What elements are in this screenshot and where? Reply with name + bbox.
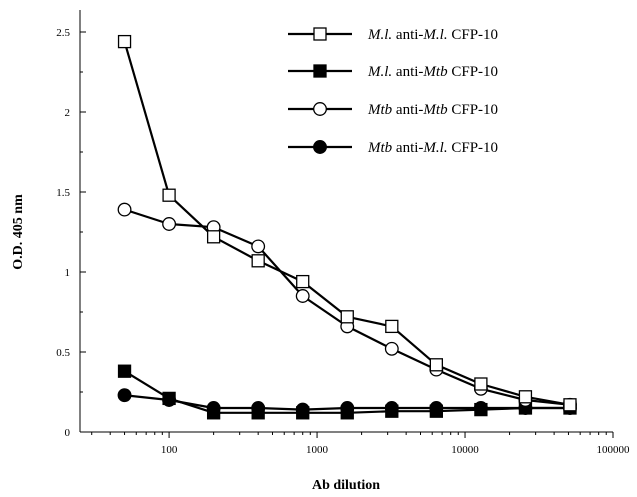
data-point <box>474 377 488 391</box>
data-point <box>295 289 310 303</box>
legend-marker <box>313 64 327 78</box>
legend-label-part: M.l. <box>422 27 447 43</box>
legend-label-part: Mtb <box>422 102 448 118</box>
data-point <box>385 319 399 334</box>
x-tick-label: 10000 <box>451 444 479 456</box>
y-ticks: 0 0.5 1 1.5 2 2.5 <box>56 27 86 439</box>
legend-label-part: Mtb <box>367 102 393 118</box>
data-point <box>206 406 221 420</box>
data-point <box>251 239 266 254</box>
legend-label-part: anti- <box>392 64 423 80</box>
legend-label: M.l. anti-M.l. CFP-10 <box>367 27 498 43</box>
legend-label-part: Mtb <box>422 64 448 80</box>
data-point <box>162 217 177 231</box>
series-line <box>123 41 571 406</box>
series-3 <box>117 202 577 412</box>
y-tick-label: 0 <box>65 427 71 439</box>
data-point <box>296 406 310 420</box>
legend-marker <box>313 102 327 116</box>
legend-label-part: CFP-10 <box>448 140 498 156</box>
data-point <box>251 254 265 268</box>
legend-label-part: M.l. <box>422 140 447 156</box>
legend-label-part: anti- <box>392 102 423 118</box>
x-ticks: 100 1000 10000 100000 <box>91 432 631 456</box>
legend-label-part: CFP-10 <box>448 102 498 118</box>
data-point <box>162 188 176 202</box>
legend-label-part: anti- <box>392 140 423 156</box>
series-1 <box>117 34 577 412</box>
legend-item-2: M.l. anti-Mtb CFP-10 <box>288 64 498 80</box>
series-line <box>124 208 571 406</box>
legend-marker <box>313 140 327 154</box>
legend-label-part: Mtb <box>367 140 393 156</box>
data-point <box>117 202 132 217</box>
series-group <box>117 34 577 420</box>
legend-label-part: anti- <box>392 27 423 43</box>
data-point <box>563 398 577 412</box>
data-point <box>206 230 221 244</box>
y-tick-label: 0.5 <box>56 347 70 359</box>
data-point <box>251 406 265 420</box>
data-point <box>162 391 176 406</box>
legend-item-1: M.l. anti-M.l. CFP-10 <box>288 27 498 43</box>
series-2 <box>117 364 577 420</box>
y-tick-label: 1.5 <box>56 187 70 199</box>
data-point <box>340 406 354 420</box>
x-axis-title: Ab dilution <box>312 478 380 493</box>
data-point <box>117 34 132 49</box>
legend-item-3: Mtb anti-Mtb CFP-10 <box>288 102 498 118</box>
legend-label: Mtb anti-M.l. CFP-10 <box>367 140 498 156</box>
data-point <box>340 310 354 324</box>
x-tick-label: 100 <box>161 444 178 456</box>
x-tick-label: 1000 <box>306 444 329 456</box>
y-tick-label: 2.5 <box>56 27 70 39</box>
legend-marker <box>313 27 327 41</box>
x-tick-label: 100000 <box>597 444 631 456</box>
legend-label: Mtb anti-Mtb CFP-10 <box>367 102 498 118</box>
legend-label-part: CFP-10 <box>448 27 498 43</box>
legend-label-part: M.l. <box>367 27 392 43</box>
legend-label-part: CFP-10 <box>448 64 498 80</box>
y-tick-label: 1 <box>65 267 71 279</box>
data-point <box>384 341 399 356</box>
data-point <box>474 402 488 417</box>
data-point <box>117 388 132 403</box>
y-tick-label: 2 <box>65 107 71 119</box>
legend: M.l. anti-M.l. CFP-10M.l. anti-Mtb CFP-1… <box>288 27 498 156</box>
data-point <box>385 404 399 418</box>
legend-label-part: M.l. <box>367 64 392 80</box>
data-point <box>296 274 310 289</box>
legend-item-4: Mtb anti-M.l. CFP-10 <box>288 140 498 156</box>
data-point <box>117 364 132 378</box>
data-point <box>429 358 443 372</box>
data-point <box>518 390 533 404</box>
data-point <box>429 404 443 418</box>
y-axis-title: O.D. 405 nm <box>11 194 26 270</box>
legend-label: M.l. anti-Mtb CFP-10 <box>367 64 498 80</box>
